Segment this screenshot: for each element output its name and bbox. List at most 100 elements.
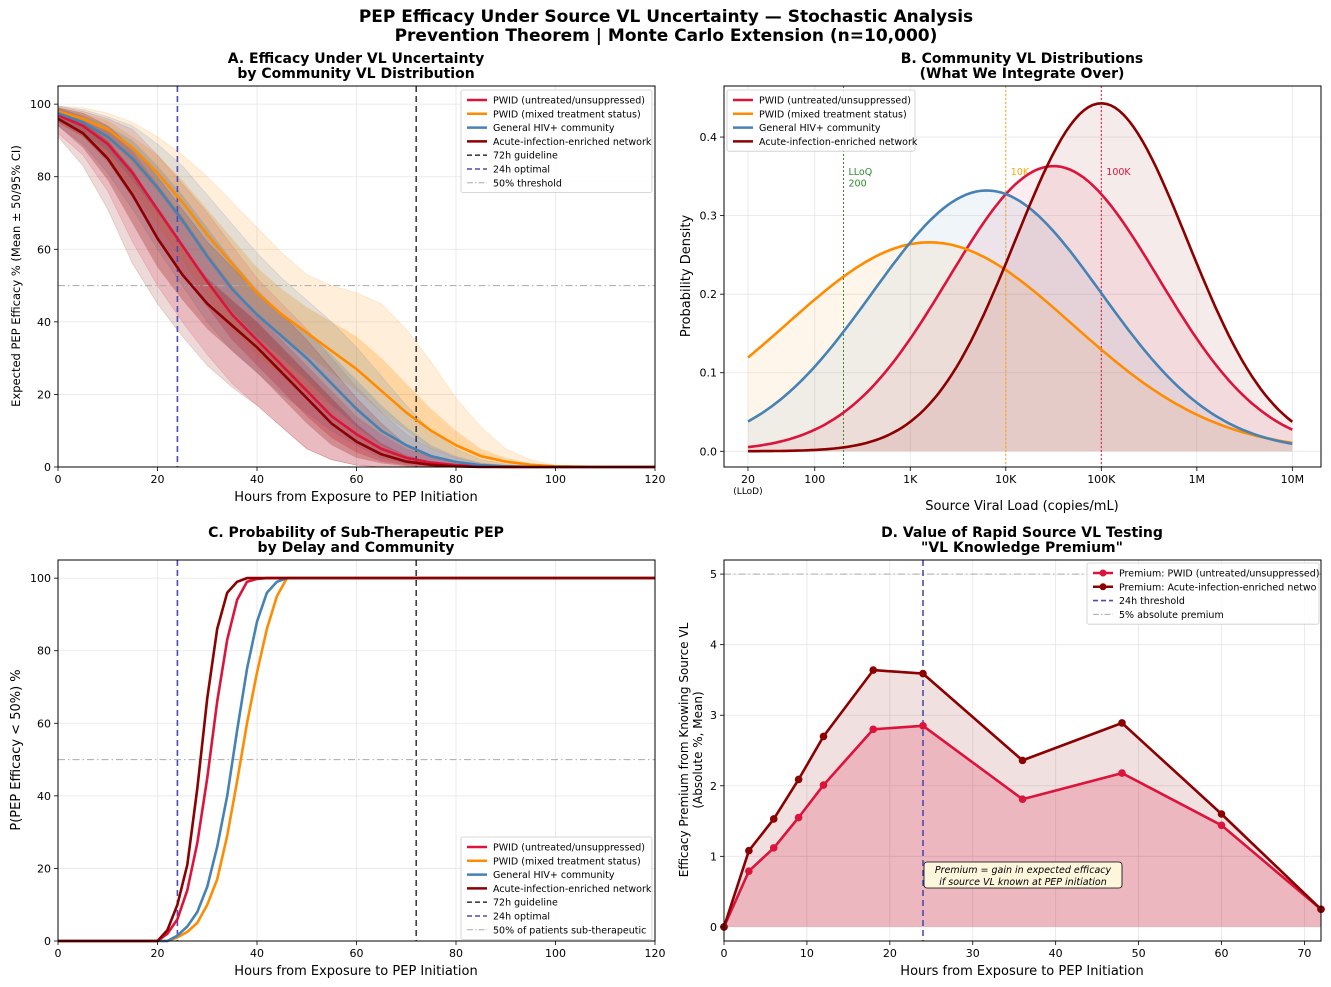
legend-label: PWID (mixed treatment status) — [493, 856, 641, 867]
panel-a-title: A. Efficacy Under VL Uncertainty — [228, 51, 485, 67]
x-tick-label: 60 — [350, 473, 364, 486]
y-tick-label: 100 — [30, 98, 51, 111]
x-tick-label: 1M — [1189, 473, 1206, 486]
density-fill-pwid_untreated — [748, 166, 1293, 452]
premium-point-acute — [769, 815, 778, 823]
panel-a-ylabel: Expected PEP Efficacy % (Mean ± 50/95% C… — [9, 145, 23, 407]
premium-point-acute — [869, 666, 878, 674]
y-tick-label: 40 — [37, 790, 51, 803]
legend-label: PWID (untreated/unsuppressed) — [493, 96, 645, 107]
axes-frame — [723, 85, 1322, 468]
premium-point-acute — [919, 669, 927, 678]
legend-label: General HIV+ community — [493, 870, 615, 881]
panel-d-ylabel-line2: (Absolute %, Mean) — [691, 691, 705, 808]
panel-c-subtitle: by Delay and Community — [258, 540, 455, 556]
premium-point-acute — [1118, 719, 1126, 727]
x-tick-label: 70 — [1297, 947, 1311, 960]
legend-label: Acute-infection-enriched network — [759, 137, 918, 148]
panel-c-ylabel: P(PEP Efficacy < 50%) % — [9, 669, 24, 830]
panel-a-xlabel: Hours from Exposure to PEP Initiation — [234, 490, 477, 505]
x-tick-label: 100K — [1087, 473, 1116, 486]
density-line-pwid_mixed — [747, 240, 1293, 445]
x-tick-label: 30 — [966, 947, 980, 960]
panel-d-subtitle: "VL Knowledge Premium" — [921, 540, 1123, 556]
y-tick-label: 1 — [710, 850, 717, 863]
panel-b-subtitle: (What We Integrate Over) — [920, 66, 1125, 82]
x-tick-label: 100 — [545, 473, 566, 486]
legend-label: 72h guideline — [493, 898, 558, 909]
prob-line-general — [58, 576, 655, 943]
premium-point-acute — [1217, 810, 1226, 818]
legend-label: Premium: PWID (untreated/unsuppressed) — [1119, 569, 1319, 580]
x-tick-label: 100 — [804, 473, 825, 486]
legend-label: PWID (mixed treatment status) — [493, 109, 641, 120]
premium-point-acute — [794, 775, 803, 784]
legend-label: General HIV+ community — [493, 123, 615, 134]
legend-marker — [1099, 569, 1107, 577]
x-tick-label: 20 — [883, 947, 897, 960]
premium-point-acute — [819, 732, 828, 741]
legend-box — [460, 89, 653, 193]
premium-point-acute — [745, 846, 753, 855]
y-tick-label: 0.2 — [700, 288, 718, 301]
legend-label: 50% threshold — [493, 178, 562, 189]
ref-sublabel-0: 200 — [848, 179, 866, 190]
x-tick-label: 10 — [800, 947, 814, 960]
premium-point-acute — [1018, 756, 1027, 765]
legend-label: Premium: Acute-infection-enriched netwo — [1119, 582, 1317, 593]
x-tick-label: 60 — [1215, 947, 1229, 960]
y-tick-label: 4 — [710, 639, 717, 652]
y-tick-label: 0.1 — [700, 367, 718, 380]
y-tick-label: 80 — [37, 645, 51, 658]
annotation-box — [923, 861, 1123, 889]
legend-label: PWID (untreated/unsuppressed) — [759, 96, 911, 107]
panel-b-title: B. Community VL Distributions — [901, 51, 1144, 67]
premium-point-pwid_untreated — [1018, 795, 1027, 803]
legend-box — [460, 836, 653, 940]
density-line-general — [747, 189, 1293, 446]
y-tick-label: 0.0 — [700, 445, 718, 458]
x-tick-label: 100 — [545, 947, 566, 960]
y-tick-label: 0 — [44, 461, 51, 474]
panel-c-title: C. Probability of Sub-Therapeutic PEP — [208, 525, 504, 541]
ref-label-1: 10K — [1011, 167, 1030, 178]
y-tick-label: 2 — [710, 780, 717, 793]
x-tick-label: 20 — [741, 473, 755, 486]
panel-b-ylabel: Probability Density — [679, 215, 694, 338]
y-tick-label: 40 — [37, 316, 51, 329]
premium-point-pwid_untreated — [1118, 769, 1126, 777]
legend-label: 5% absolute premium — [1119, 610, 1224, 621]
x-tick-label: 50 — [1132, 947, 1146, 960]
density-line-pwid_untreated — [747, 164, 1293, 449]
legend-label: 72h guideline — [493, 151, 558, 162]
x-tick-label: 40 — [1049, 947, 1063, 960]
ref-label-2: 100K — [1106, 167, 1131, 178]
density-fill-pwid_mixed — [748, 242, 1293, 452]
y-tick-label: 60 — [37, 243, 51, 256]
panel-a-subtitle: by Community VL Distribution — [237, 66, 474, 82]
annotation-line2: if source VL known at PEP initiation — [939, 877, 1106, 888]
x-tick-label: 60 — [350, 947, 364, 960]
axes-frame — [723, 559, 1322, 942]
annotation-line1: Premium = gain in expected efficacy — [935, 865, 1112, 876]
premium-point-pwid_untreated — [1217, 821, 1226, 830]
x-tick-label: 0 — [55, 473, 62, 486]
y-tick-label: 20 — [37, 388, 51, 401]
panel-d-title: D. Value of Rapid Source VL Testing — [881, 525, 1163, 541]
legend-label: PWID (untreated/unsuppressed) — [493, 843, 645, 854]
figure-title-line2: Prevention Theorem | Monte Carlo Extensi… — [395, 26, 938, 46]
ref-label-0: LLoQ — [848, 167, 872, 178]
mean-line-pwid_mixed — [57, 110, 655, 469]
x-tick-label: 120 — [645, 947, 666, 960]
x-tick-label: 20 — [151, 947, 165, 960]
density-line-acute — [748, 101, 1294, 453]
y-tick-label: 0.3 — [700, 210, 718, 223]
ci50-band-pwid_untreated — [58, 107, 655, 468]
legend-label: PWID (mixed treatment status) — [759, 109, 907, 120]
legend-label: 24h optimal — [493, 912, 550, 923]
y-tick-label: 60 — [37, 717, 51, 730]
x-tick-label: 40 — [250, 947, 264, 960]
legend-label: 50% of patients sub-therapeutic — [493, 925, 646, 936]
